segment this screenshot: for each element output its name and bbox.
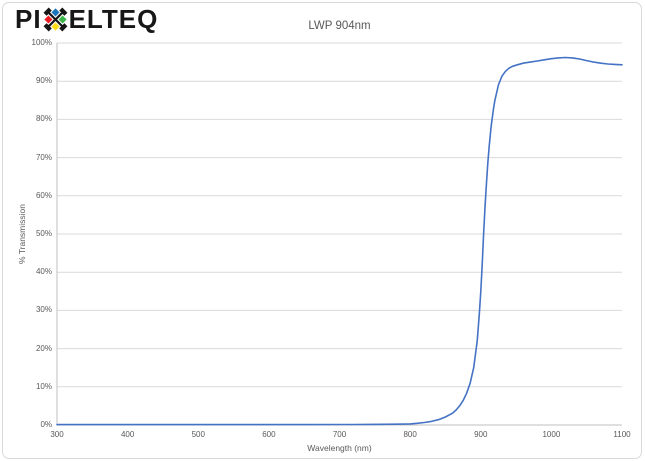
- x-tick-label: 300: [50, 430, 64, 439]
- x-tick-label: 900: [474, 430, 488, 439]
- x-tick-label: 700: [332, 430, 347, 439]
- y-tick-label: 70%: [35, 152, 52, 162]
- y-tick-label: 90%: [35, 76, 52, 86]
- y-tick-label: 10%: [35, 381, 52, 391]
- chart-title: LWP 904nm: [308, 20, 371, 32]
- y-tick-label: 20%: [35, 343, 52, 353]
- y-tick-label: 100%: [31, 38, 52, 47]
- x-tick-label: 500: [191, 430, 205, 439]
- y-tick-label: 40%: [35, 267, 52, 277]
- x-axis-title: Wavelength (nm): [307, 443, 372, 453]
- pixelteq-logo: PI ELTEQ: [13, 4, 161, 34]
- y-tick-label: 0%: [40, 420, 52, 429]
- y-tick-label: 50%: [35, 229, 52, 238]
- x-tick-label: 1000: [542, 430, 561, 439]
- transmission-curve: [56, 56, 623, 426]
- logo-text-pi: PI: [15, 4, 42, 34]
- y-tick-label: 80%: [35, 114, 52, 124]
- x-tick-label: 1100: [613, 430, 631, 439]
- x-tick-label: 800: [403, 430, 417, 439]
- y-tick-label: 60%: [35, 190, 52, 200]
- y-axis-title: % Transmission: [17, 204, 27, 264]
- logo-pinwheel-x-icon: [42, 6, 68, 32]
- y-tick-label: 30%: [35, 305, 52, 315]
- logo-text-elteq: ELTEQ: [68, 4, 159, 34]
- x-tick-label: 400: [120, 430, 135, 439]
- x-tick-label: 600: [262, 430, 276, 439]
